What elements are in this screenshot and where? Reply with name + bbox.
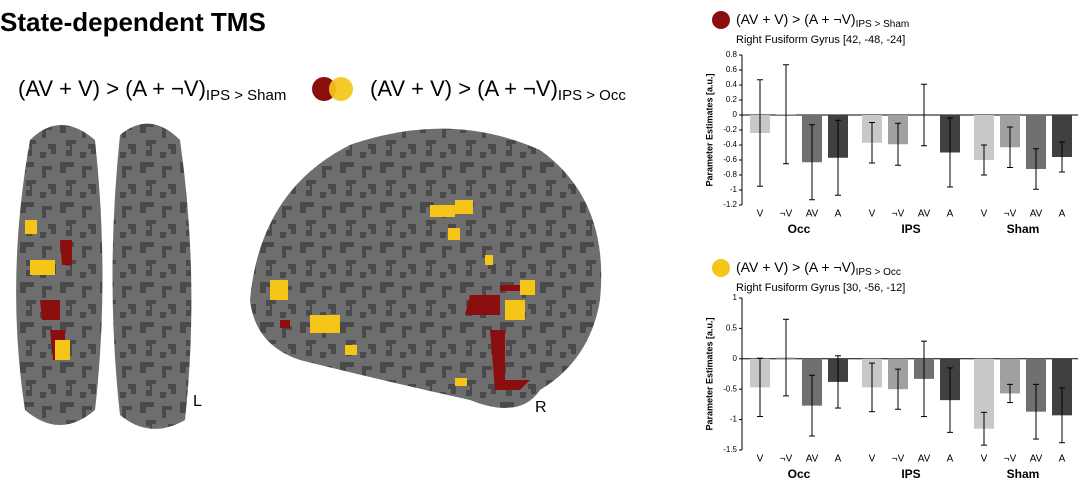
legend-dot xyxy=(712,11,730,29)
bar-label: A xyxy=(835,454,842,465)
group-label: Occ xyxy=(788,467,811,481)
bar-label: V xyxy=(869,209,876,220)
hemisphere-label: L xyxy=(193,393,202,410)
group-label: IPS xyxy=(901,467,920,481)
chart-title: (AV + V) > (A + ¬V)IPS > Occ xyxy=(736,259,901,278)
y-tick-label: 0.6 xyxy=(726,65,738,74)
y-tick-label: 1 xyxy=(733,293,738,302)
y-tick-label: -0.8 xyxy=(723,170,737,179)
bar-label: AV xyxy=(918,209,931,220)
bar-label: V xyxy=(869,454,876,465)
y-tick-label: 0 xyxy=(733,110,738,119)
bar-label: ¬V xyxy=(1004,209,1017,220)
y-tick-label: 0.8 xyxy=(726,50,738,59)
bar-label: ¬V xyxy=(780,209,793,220)
hemisphere-label: R xyxy=(535,399,547,416)
y-tick-label: -1.5 xyxy=(723,445,737,454)
bar-label: V xyxy=(757,454,764,465)
y-tick-label: 0.5 xyxy=(726,324,738,333)
error-bar xyxy=(921,341,927,416)
bar-label: V xyxy=(757,209,764,220)
legend-dot xyxy=(712,259,730,277)
y-tick-label: 0 xyxy=(733,354,738,363)
figure: State-dependent TMS (AV + V) > (A + ¬V)I… xyxy=(0,0,1081,482)
y-tick-label: -1 xyxy=(730,415,738,424)
bar-label: A xyxy=(1059,454,1066,465)
y-tick-label: 0.4 xyxy=(726,80,738,89)
bar-label: AV xyxy=(918,454,931,465)
chart-title: (AV + V) > (A + ¬V)IPS > Sham xyxy=(736,11,909,30)
bar-label: ¬V xyxy=(892,209,905,220)
chart-title-text: (AV + V) > (A + ¬V) xyxy=(736,259,856,275)
y-axis-label: Parameter Estimates [a.u.] xyxy=(704,73,714,186)
figure-title: State-dependent TMS xyxy=(0,7,266,37)
group-label: Sham xyxy=(1007,222,1040,236)
contrast-label: (AV + V) > (A + ¬V)IPS > Occ xyxy=(370,76,626,104)
contrast-label: (AV + V) > (A + ¬V)IPS > Sham xyxy=(18,76,286,104)
chart-title-subscript: IPS > Sham xyxy=(856,19,910,30)
chart-subtitle: Right Fusiform Gyrus [42, -48, -24] xyxy=(736,34,905,46)
group-label: IPS xyxy=(901,222,920,236)
contrast-subscript: IPS > Sham xyxy=(206,87,286,104)
bar-label: V xyxy=(981,209,988,220)
y-tick-label: -0.4 xyxy=(723,140,737,149)
bar-label: ¬V xyxy=(1004,454,1017,465)
bar-label: ¬V xyxy=(892,454,905,465)
group-label: Occ xyxy=(788,222,811,236)
bar-label: ¬V xyxy=(780,454,793,465)
bar-label: A xyxy=(947,454,954,465)
bar-label: A xyxy=(1059,209,1066,220)
contrast-subscript: IPS > Occ xyxy=(558,87,626,104)
chart-subtitle: Right Fusiform Gyrus [30, -56, -12] xyxy=(736,282,905,294)
y-tick-label: 0.2 xyxy=(726,95,738,104)
bar-label: AV xyxy=(1030,454,1043,465)
contrast-text: (AV + V) > (A + ¬V) xyxy=(18,76,206,101)
y-tick-label: -0.6 xyxy=(723,155,737,164)
legend-dot xyxy=(329,77,353,101)
bar-label: V xyxy=(981,454,988,465)
chart-title-text: (AV + V) > (A + ¬V) xyxy=(736,11,856,27)
bar-label: A xyxy=(947,209,954,220)
chart-title-subscript: IPS > Occ xyxy=(856,267,901,278)
brain-views xyxy=(16,124,601,429)
group-label: Sham xyxy=(1007,467,1040,481)
y-axis-label: Parameter Estimates [a.u.] xyxy=(704,317,714,430)
contrast-text: (AV + V) > (A + ¬V) xyxy=(370,76,558,101)
bar-label: AV xyxy=(1030,209,1043,220)
bar-label: A xyxy=(835,209,842,220)
y-tick-label: -1.2 xyxy=(723,200,737,209)
error-bar xyxy=(783,319,789,396)
bar-label: AV xyxy=(806,209,819,220)
y-tick-label: -1 xyxy=(730,185,738,194)
bar-label: AV xyxy=(806,454,819,465)
y-tick-label: -0.5 xyxy=(723,384,737,393)
y-tick-label: -0.2 xyxy=(723,125,737,134)
